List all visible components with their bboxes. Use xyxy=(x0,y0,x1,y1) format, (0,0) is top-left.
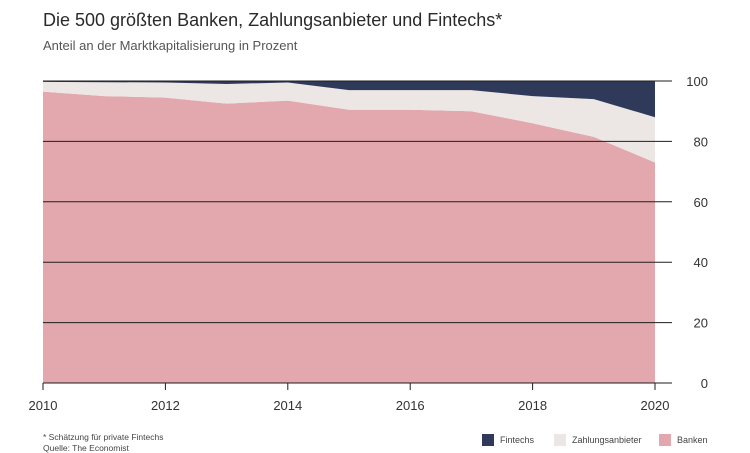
y-tick-label: 0 xyxy=(701,376,708,391)
footnote-source: Quelle: The Economist xyxy=(43,443,129,453)
x-tick-label: 2010 xyxy=(29,398,58,413)
area-banken xyxy=(43,91,655,383)
legend-item-zahlungsanbieter: Zahlungsanbieter xyxy=(554,434,642,446)
area-zahlungsanbieter xyxy=(43,81,655,163)
x-tick-label: 2016 xyxy=(396,398,425,413)
x-tick-label: 2020 xyxy=(641,398,670,413)
y-tick-label: 40 xyxy=(694,255,708,270)
chart-subtitle: Anteil an der Marktkapitalisierung in Pr… xyxy=(43,38,298,53)
x-tick-label: 2014 xyxy=(273,398,302,413)
legend-item-banken: Banken xyxy=(659,434,708,446)
legend-swatch-fintechs xyxy=(482,434,494,446)
y-tick-label: 20 xyxy=(694,316,708,331)
y-tick-label: 100 xyxy=(686,74,708,89)
legend-label-banken: Banken xyxy=(677,435,708,445)
chart-title: Die 500 größten Banken, Zahlungsanbieter… xyxy=(43,10,503,30)
legend-label-fintechs: Fintechs xyxy=(500,435,535,445)
area-fintechs xyxy=(43,81,655,118)
footnote-estimate: * Schätzung für private Fintechs xyxy=(43,432,164,442)
legend-label-zahlungsanbieter: Zahlungsanbieter xyxy=(572,435,642,445)
x-tick-label: 2012 xyxy=(151,398,180,413)
legend-swatch-zahlungsanbieter xyxy=(554,434,566,446)
legend-item-fintechs: Fintechs xyxy=(482,434,534,446)
x-tick-label: 2018 xyxy=(518,398,547,413)
y-tick-label: 60 xyxy=(694,195,708,210)
legend-swatch-banken xyxy=(659,434,671,446)
y-tick-label: 80 xyxy=(694,134,708,149)
